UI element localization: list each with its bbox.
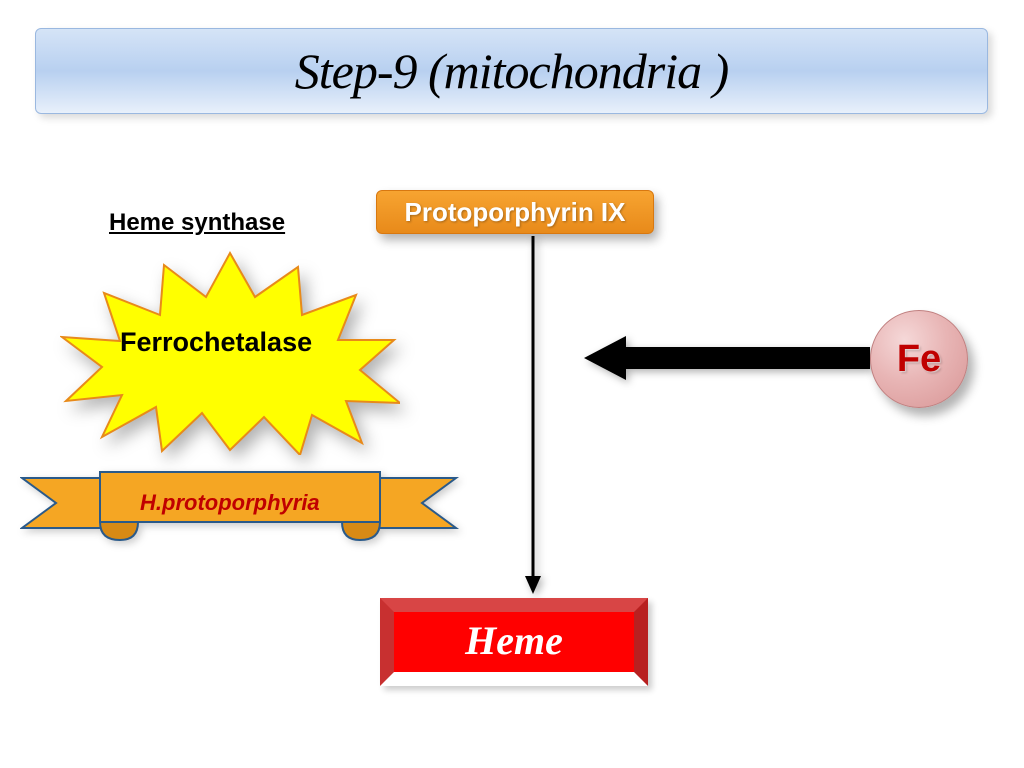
title-text: Step-9 (mitochondria ) [295,42,728,100]
heme-box: Heme [380,598,648,686]
arrow-left [582,333,872,383]
heme-label: Heme [465,617,563,664]
protoporphyria-label: H.protoporphyria [140,490,320,516]
title-banner: Step-9 (mitochondria ) [35,28,988,114]
ferrochetalase-label: Ferrochetalase [120,327,312,358]
protoporphyrin-box: Protoporphyrin IX [376,190,654,234]
arrow-down [520,236,546,596]
fe-circle: Fe [870,310,968,408]
fe-label: Fe [897,338,941,381]
heme-synthase-label: Heme synthase [109,209,285,237]
protoporphyrin-label: Protoporphyrin IX [405,197,626,228]
